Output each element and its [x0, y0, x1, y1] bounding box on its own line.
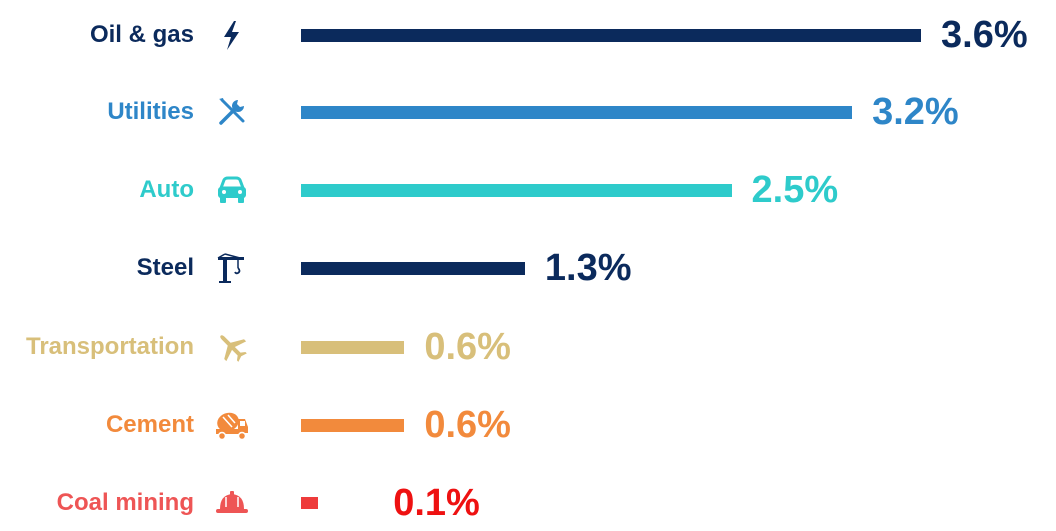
- lightning-icon: [214, 17, 250, 53]
- category-label-utilities: Utilities: [107, 98, 194, 125]
- category-label-cement: Cement: [105, 411, 194, 438]
- category-label-transportation: Transportation: [25, 333, 194, 360]
- airplane-icon: [214, 329, 250, 365]
- bar-steel: [301, 261, 525, 275]
- category-label-oil-gas: Oil & gas: [89, 21, 194, 48]
- value-label-auto: 2.5%: [751, 169, 839, 211]
- value-label-steel: 1.3%: [544, 247, 632, 289]
- value-label-transportation: 0.6%: [424, 326, 511, 368]
- bar-utilities: [301, 105, 853, 119]
- hard-hat-icon: [214, 485, 250, 521]
- crane-icon: [214, 250, 250, 286]
- tools-icon: [214, 94, 250, 130]
- value-label-cement: 0.6%: [424, 404, 511, 446]
- car-icon: [214, 172, 250, 208]
- bar-cement: [301, 418, 405, 432]
- category-label-auto: Auto: [139, 176, 194, 203]
- bar-transportation: [301, 340, 405, 354]
- bar-auto: [301, 183, 732, 197]
- value-label-oil-gas: 3.6%: [941, 14, 1028, 56]
- category-label-coal-mining: Coal mining: [56, 489, 194, 516]
- value-label-utilities: 3.2%: [872, 91, 959, 133]
- bar-coal-mining: [301, 496, 319, 509]
- bar-oil-gas: [301, 28, 921, 42]
- category-label-steel: Steel: [136, 254, 194, 281]
- value-label-coal-mining: 0.1%: [393, 482, 480, 524]
- cement-mixer-icon: [214, 407, 250, 443]
